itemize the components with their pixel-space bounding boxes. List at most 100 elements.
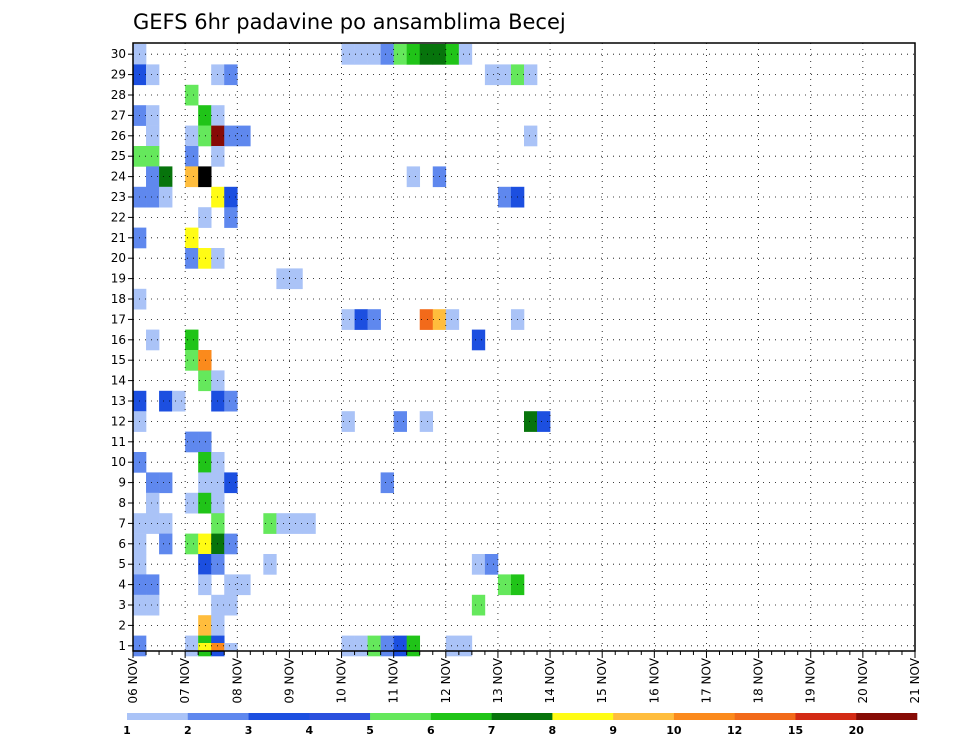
heatmap-cell <box>185 492 199 514</box>
heatmap-cell <box>289 513 303 534</box>
y-tick-label: 18 <box>111 292 126 306</box>
heatmap-cell <box>263 554 277 575</box>
heatmap-cell <box>159 533 173 555</box>
heatmap-cell <box>406 635 421 657</box>
heatmap-cell <box>471 554 486 575</box>
y-tick-label: 4 <box>118 578 126 592</box>
y-tick-label: 28 <box>111 88 126 102</box>
heatmap-cell <box>406 166 421 188</box>
y-tick-label: 10 <box>111 455 126 469</box>
colorbar-swatch <box>552 713 614 720</box>
y-tick-label: 9 <box>118 476 126 490</box>
colorbar-swatch <box>127 713 189 720</box>
grid-lines <box>133 43 915 651</box>
heatmap-cell <box>185 329 199 351</box>
colorbar-label: 8 <box>549 724 557 737</box>
heatmap-cell <box>224 533 238 555</box>
heatmap-cell <box>146 513 160 534</box>
y-tick-label: 12 <box>111 414 126 428</box>
heatmap-cell <box>159 166 173 188</box>
heatmap-cell <box>198 207 212 228</box>
heatmap-cell <box>198 370 212 392</box>
colorbar-label: 4 <box>305 724 313 737</box>
heatmap-cell <box>198 574 212 596</box>
heatmap-cell <box>289 268 303 290</box>
heatmap-cell <box>198 492 212 514</box>
y-tick-label: 3 <box>118 598 126 612</box>
y-tick-label: 13 <box>111 394 126 408</box>
heatmap-cell <box>224 390 238 412</box>
heatmap-cell <box>198 615 212 636</box>
heatmap-cell <box>146 329 160 351</box>
heatmap-cell <box>146 594 160 616</box>
colorbar-label: 1 <box>123 724 131 737</box>
chart-title: GEFS 6hr padavine po ansamblima Becej <box>133 10 566 34</box>
heatmap-cell <box>458 44 473 65</box>
y-tick-label: 25 <box>111 149 126 163</box>
heatmap-cell <box>458 635 473 657</box>
colorbar-label: 12 <box>727 724 742 737</box>
heatmap-cell <box>224 125 238 147</box>
heatmap-cell <box>380 44 394 65</box>
colorbar-swatch <box>613 713 675 720</box>
x-tick-label: 15 NOV <box>595 657 609 703</box>
heatmap-cell <box>367 635 381 657</box>
x-tick-label: 19 NOV <box>804 657 818 703</box>
heatmap-cell <box>185 125 199 147</box>
heatmap-cell <box>367 309 381 330</box>
x-tick-label: 14 NOV <box>543 657 557 703</box>
heatmap-cell <box>198 166 212 188</box>
y-tick-label: 23 <box>111 190 126 204</box>
heatmap-cell <box>198 350 212 371</box>
x-tick-label: 18 NOV <box>752 657 766 703</box>
heatmap-cell <box>471 594 486 616</box>
y-tick-label: 27 <box>111 108 126 122</box>
heatmap-cell <box>185 350 199 371</box>
colorbar-swatch <box>734 713 796 720</box>
heatmap-cell <box>237 574 251 596</box>
y-tick-label: 6 <box>118 537 126 551</box>
heatmap-cell <box>445 44 460 65</box>
heatmap-cell <box>146 186 160 208</box>
y-tick-label: 29 <box>111 68 126 82</box>
heatmap-cell <box>198 431 212 453</box>
y-tick-label: 15 <box>111 353 126 367</box>
x-tick-label: 09 NOV <box>282 657 296 703</box>
heatmap-cell <box>146 574 160 596</box>
colorbar-label: 3 <box>245 724 253 737</box>
heatmap-cell <box>224 64 238 86</box>
x-tick-label: 07 NOV <box>178 657 192 703</box>
heatmap-cell <box>393 635 407 657</box>
colorbar-label: 15 <box>788 724 803 737</box>
heatmap-cell <box>185 533 199 555</box>
y-tick-label: 26 <box>111 129 126 143</box>
heatmap-cell <box>146 492 160 514</box>
x-tick-label: 20 NOV <box>856 657 870 703</box>
heatmap-cell <box>224 207 238 228</box>
heatmap-cell <box>185 431 199 453</box>
colorbar: 1 2 3 4 5 6 7 8 9 10 12 15 20 <box>123 713 918 737</box>
y-tick-label: 8 <box>118 496 126 510</box>
heatmap-cell <box>224 594 238 616</box>
heatmap-cell <box>198 554 212 575</box>
heatmap-cell <box>146 105 160 126</box>
heatmap-cell <box>159 472 173 494</box>
colorbar-swatch <box>248 713 310 720</box>
colorbar-label: 10 <box>666 724 682 737</box>
heatmap-cell <box>484 554 499 575</box>
colorbar-swatch <box>370 713 432 720</box>
heatmap-cell <box>341 309 355 330</box>
heatmap-cell <box>341 44 355 65</box>
heatmap-cell <box>497 186 512 208</box>
heatmap-cell <box>198 125 212 147</box>
colorbar-swatch <box>309 713 371 720</box>
heatmap-cell <box>198 472 212 494</box>
heatmap-cell <box>224 643 238 652</box>
colorbar-label: 20 <box>849 724 865 737</box>
heatmap-cell <box>302 513 316 534</box>
heatmap-cell <box>484 64 499 86</box>
heatmap-cell <box>146 64 160 86</box>
heatmap-cell <box>146 125 160 147</box>
heatmap-cell <box>419 44 434 65</box>
